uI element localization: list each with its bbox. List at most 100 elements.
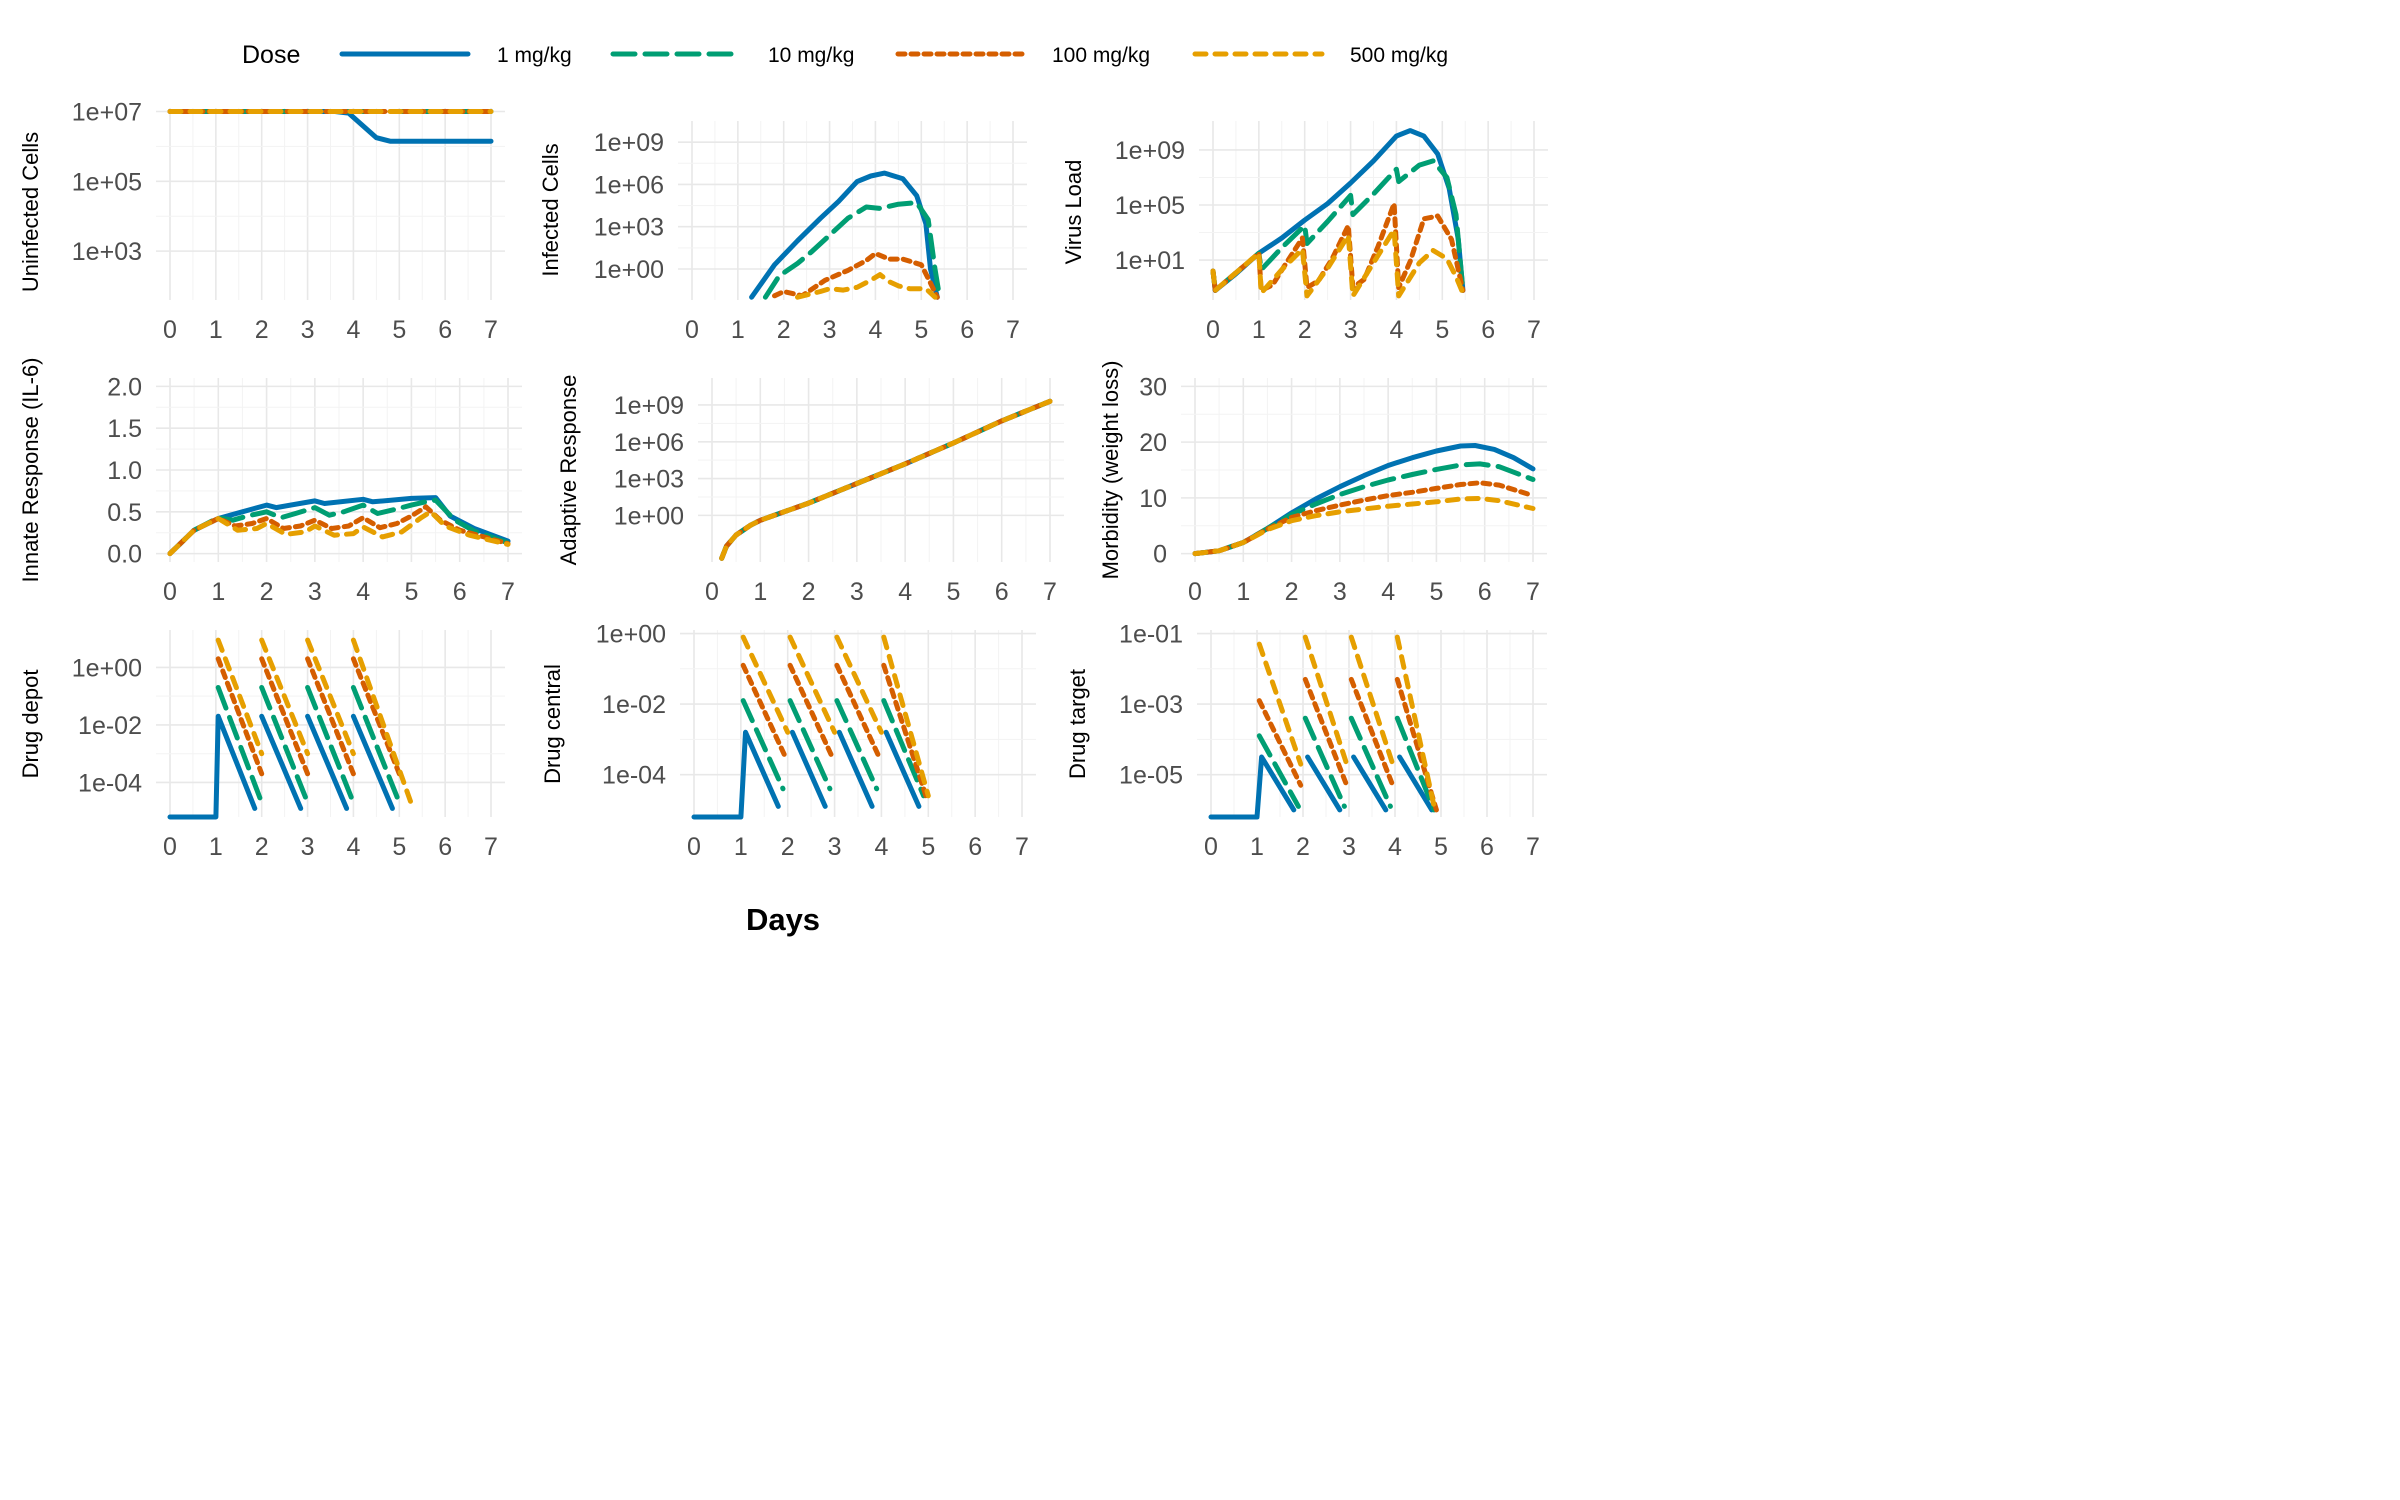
y-axis-label: Uninfected Cells: [18, 132, 43, 292]
series-line-100-mg-kg: [740, 662, 929, 799]
series-line-500-mg-kg: [1192, 495, 1536, 557]
series-line-1-mg-kg: [167, 713, 395, 820]
y-tick-label: 1e-04: [78, 769, 142, 797]
x-tick-label: 2: [255, 833, 269, 861]
panel-4: 0 1 2 3 4 5 6 7 2.0 1.5 1.0 0.5 0.0 Innate Response (…: [18, 357, 522, 606]
x-tick-label: 0: [685, 316, 699, 344]
series-line-10-mg-kg: [1192, 461, 1536, 557]
y-tick-label: 1e+09: [594, 129, 664, 157]
x-tick-label: 0: [705, 578, 719, 606]
panel-9: 0 1 2 3 4 5 6 7 1e-01 1e-03 1e-05 Drug target: [1065, 621, 1547, 861]
x-tick-label: 6: [1481, 316, 1495, 344]
x-tick-label: 6: [995, 578, 1009, 606]
x-tick-label: 5: [1429, 578, 1443, 606]
y-tick-label: 1e+05: [72, 168, 142, 196]
y-tick-label: 1e+03: [72, 238, 142, 266]
x-tick-label: 5: [921, 833, 935, 861]
x-tick-label: 2: [1285, 578, 1299, 606]
y-tick-label: 1e+00: [72, 654, 142, 682]
x-tick-label: 7: [484, 833, 498, 861]
x-tick-label: 1: [1236, 578, 1250, 606]
x-tick-label: 5: [392, 833, 406, 861]
x-tick-label: 6: [438, 833, 452, 861]
panel-2: 0 1 2 3 4 5 6 7 1e+09 1e+06 1e+03 1e+00 Infected Cel…: [538, 121, 1027, 344]
series-line-1-mg-kg: [1210, 128, 1466, 293]
series-line-10-mg-kg: [167, 497, 511, 557]
x-tick-label: 7: [1043, 578, 1057, 606]
legend-label-4: 500 mg/kg: [1350, 44, 1448, 67]
x-tick-label: 3: [308, 578, 322, 606]
grid: [698, 378, 1064, 562]
x-tick-label: 3: [1344, 316, 1358, 344]
y-tick-label: 1e+00: [614, 502, 684, 530]
x-tick-label: 0: [1204, 833, 1218, 861]
x-tick-label: 1: [1252, 316, 1266, 344]
x-tick-label: 5: [392, 316, 406, 344]
series-line-10-mg-kg: [719, 398, 1053, 561]
y-tick-label: 1.5: [107, 415, 142, 443]
x-tick-label: 1: [731, 316, 745, 344]
grid: [156, 378, 522, 562]
series-line-500-mg-kg: [795, 272, 938, 300]
series-line-1-mg-kg: [1208, 754, 1435, 820]
series-line-10-mg-kg: [762, 200, 943, 300]
y-axis-label: Adaptive Response: [556, 375, 581, 566]
y-tick-label: 10: [1139, 485, 1167, 513]
y-axis-label: Innate Response (IL-6): [18, 357, 43, 582]
x-tick-label: 7: [1526, 833, 1540, 861]
x-tick-label: 2: [802, 578, 816, 606]
series-line-500-mg-kg: [215, 637, 416, 811]
x-tick-label: 1: [209, 316, 223, 344]
grid: [156, 108, 505, 300]
panel-3: 0 1 2 3 4 5 6 7 1e+09 1e+05 1e+01 Virus Load: [1061, 121, 1548, 344]
series-line-1-mg-kg: [749, 170, 940, 300]
grid: [1199, 121, 1548, 300]
y-tick-label: 1e-04: [602, 762, 666, 790]
panel-1: 0 1 2 3 4 5 6 7 1e+07 1e+05 1e+03 Uninfected Cells: [18, 98, 505, 344]
x-tick-label: 2: [260, 578, 274, 606]
x-tick-label: 0: [1188, 578, 1202, 606]
x-tick-label: 1: [753, 578, 767, 606]
x-tick-label: 0: [687, 833, 701, 861]
series-line-10-mg-kg: [1256, 715, 1437, 813]
legend-entries: 1 mg/kg 10 mg/kg 100 mg/kg 500 mg/kg: [339, 44, 1448, 67]
x-tick-label: 2: [255, 316, 269, 344]
y-tick-label: 0: [1153, 541, 1167, 569]
grid: [1181, 378, 1547, 562]
series-line-100-mg-kg: [215, 656, 402, 777]
x-tick-label: 7: [501, 578, 515, 606]
series-line-1-mg-kg: [691, 729, 922, 820]
x-tick-label: 6: [960, 316, 974, 344]
x-tick-label: 2: [781, 833, 795, 861]
series-line-1-mg-kg: [719, 398, 1053, 561]
x-tick-label: 5: [1435, 316, 1449, 344]
y-tick-label: 1e+09: [1115, 137, 1185, 165]
x-axis-title: Days: [746, 902, 820, 937]
y-tick-label: 0.0: [107, 541, 142, 569]
series-line-500-mg-kg: [740, 634, 931, 799]
x-tick-label: 3: [1333, 578, 1347, 606]
legend-label-3: 100 mg/kg: [1052, 44, 1150, 67]
series-line-500-mg-kg: [1210, 227, 1466, 299]
series-line-500-mg-kg: [719, 398, 1053, 561]
x-tick-label: 1: [209, 833, 223, 861]
x-tick-label: 2: [1298, 316, 1312, 344]
x-tick-label: 6: [968, 833, 982, 861]
figure: Dose 1 mg/kg 10 mg/kg 100 mg/kg 500 mg/kg 0…: [18, 41, 1548, 937]
series-line-10-mg-kg: [1210, 158, 1466, 293]
x-tick-label: 4: [868, 316, 882, 344]
x-tick-label: 6: [1480, 833, 1494, 861]
y-tick-label: 1e+05: [1115, 192, 1185, 220]
series-line-500-mg-kg: [1256, 634, 1437, 809]
x-tick-label: 7: [1526, 578, 1540, 606]
x-tick-label: 4: [1389, 316, 1403, 344]
panel-7: 0 1 2 3 4 5 6 7 1e+00 1e-02 1e-04 Drug depot: [18, 630, 505, 861]
grid: [1197, 630, 1547, 817]
y-tick-label: 1e+00: [594, 256, 664, 284]
series-line-100-mg-kg: [719, 398, 1053, 561]
legend-label-1: 1 mg/kg: [497, 44, 572, 67]
x-tick-label: 5: [1434, 833, 1448, 861]
y-tick-label: 1e+03: [614, 466, 684, 494]
x-tick-label: 2: [1296, 833, 1310, 861]
